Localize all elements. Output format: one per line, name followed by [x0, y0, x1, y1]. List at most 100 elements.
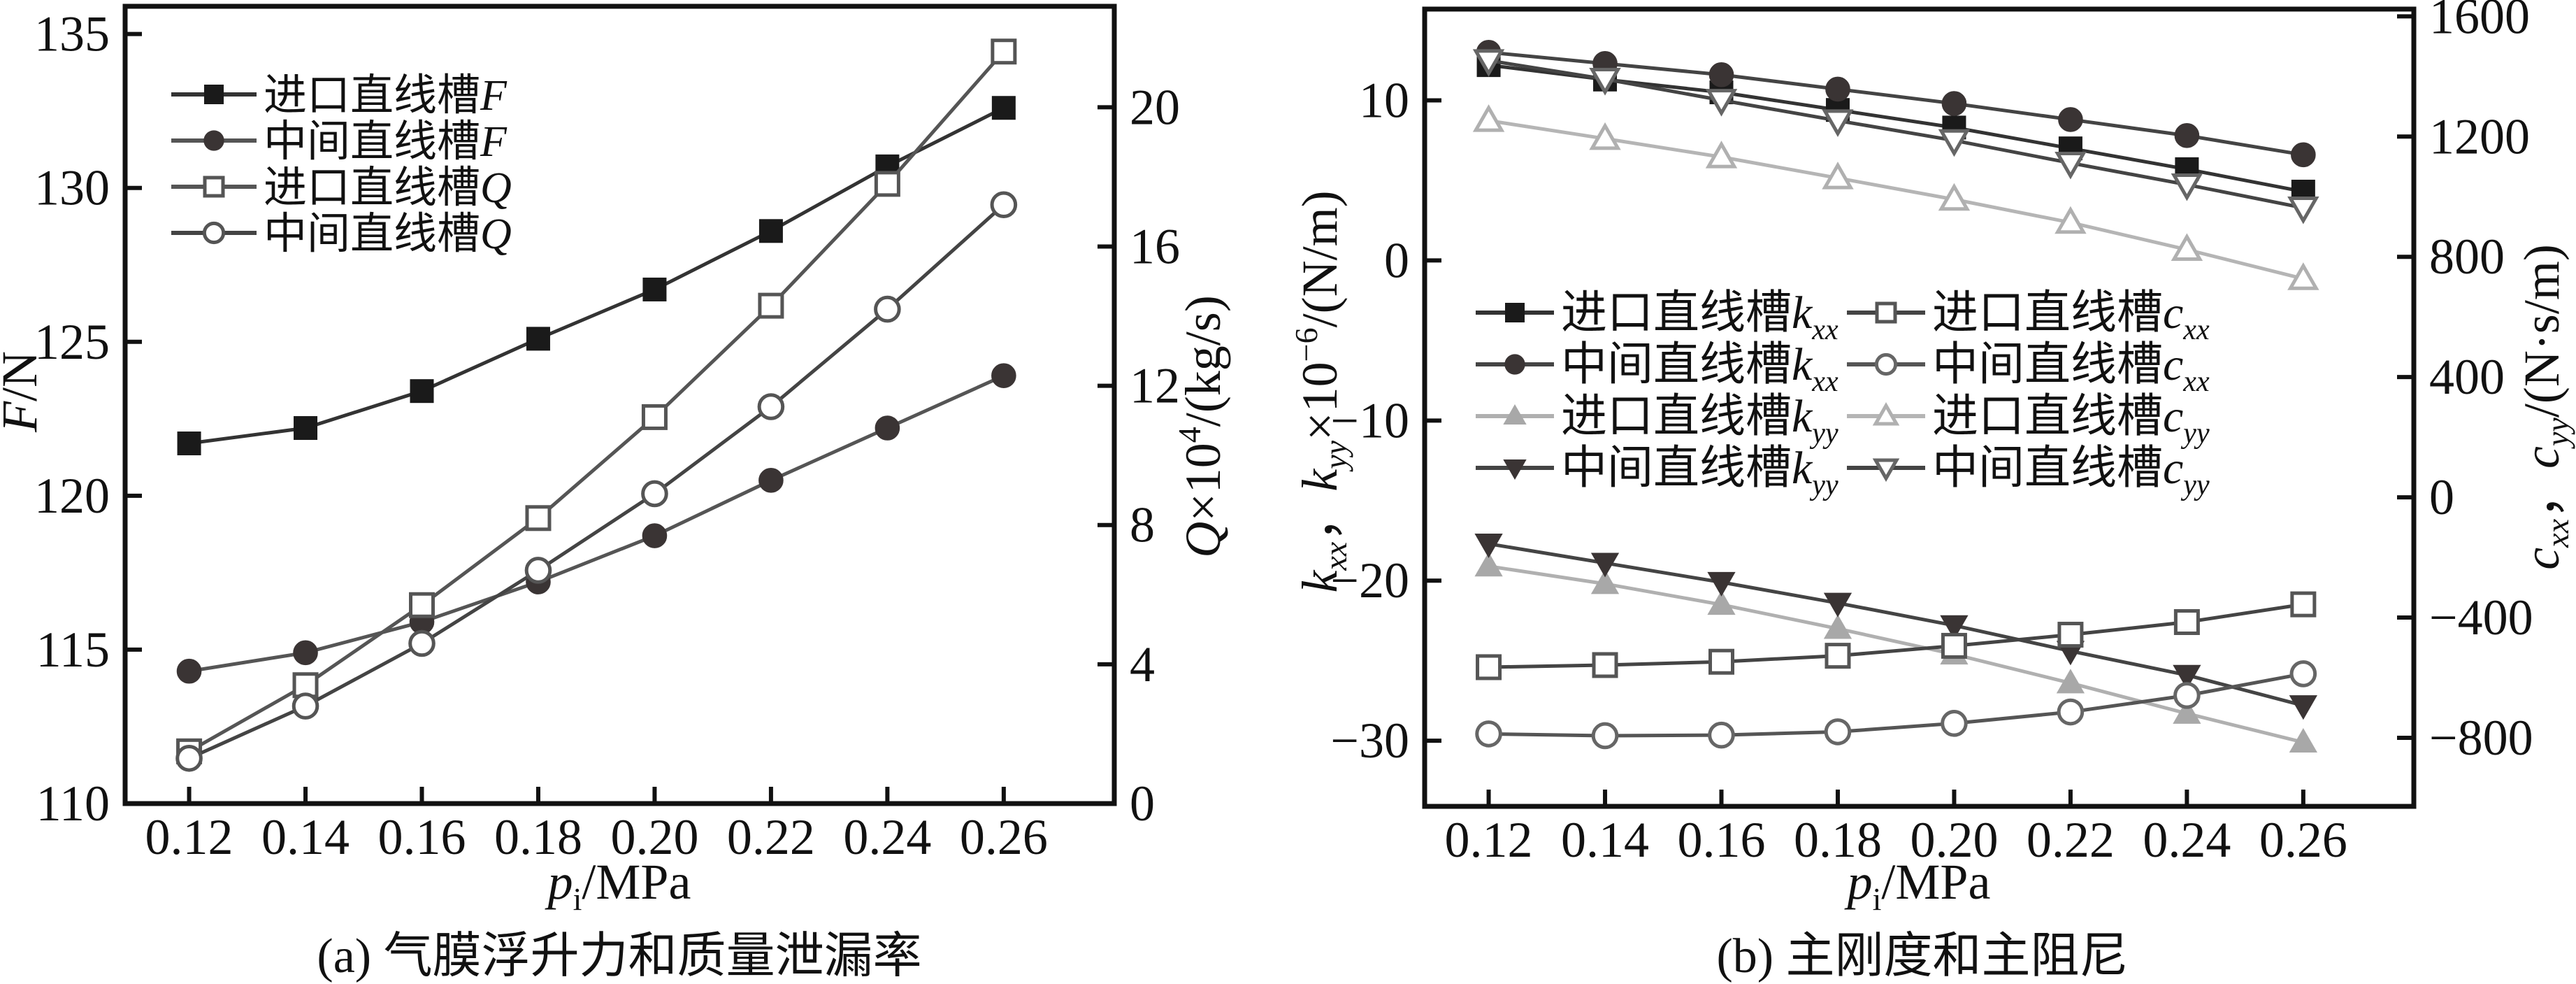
legend-marker — [1505, 303, 1525, 322]
data-point — [875, 415, 900, 441]
data-point — [2173, 682, 2201, 709]
x-axis-title-b: pi/MPa — [1844, 854, 1991, 917]
data-point — [2289, 728, 2317, 753]
data-point — [991, 96, 1016, 120]
x-tick-label: 0.16 — [378, 809, 466, 865]
series-group-a — [175, 38, 1018, 772]
data-point — [1472, 104, 1505, 132]
data-point — [1476, 654, 1502, 680]
data-point — [1707, 590, 1736, 615]
y-axis-title-right-a: Q×104/(kg/s) — [1172, 295, 1231, 558]
data-point — [1941, 632, 1967, 659]
series-line — [1488, 671, 2304, 738]
data-point — [1822, 162, 1854, 190]
data-point — [294, 416, 318, 441]
data-point — [293, 640, 318, 666]
data-point — [1708, 62, 1734, 87]
y-tick-left-label: 125 — [34, 314, 110, 370]
x-tick-label: 0.22 — [2027, 812, 2115, 868]
series-Q-3 — [175, 191, 1018, 772]
series-group-b — [1472, 40, 2319, 753]
y-tick-left-label: 110 — [36, 776, 110, 832]
data-point — [409, 592, 435, 618]
data-point — [2058, 107, 2083, 132]
x-tick-label: 0.12 — [1445, 812, 1533, 868]
data-point — [524, 557, 552, 584]
legend-marker — [203, 176, 225, 198]
data-point — [1592, 652, 1618, 678]
legend-label: 中间直线槽kxx — [1561, 339, 1839, 398]
y-tick-left-label: 10 — [1359, 72, 1409, 128]
x-tick-label: 0.24 — [843, 809, 931, 865]
x-tick-label: 0.20 — [610, 809, 698, 865]
data-point — [2287, 197, 2319, 224]
data-point — [2171, 233, 2203, 261]
data-point — [758, 292, 784, 319]
y-tick-left-label: 0 — [1384, 232, 1409, 288]
series-Q-2 — [176, 38, 1017, 764]
legend-item: 进口直线槽cyy — [1847, 391, 2210, 450]
y-tick-left-label: −10 — [1330, 392, 1409, 448]
legend-label: 进口直线槽kyy — [1561, 391, 1839, 450]
x-tick-label: 0.22 — [727, 809, 815, 865]
data-point — [2289, 695, 2317, 720]
y-tick-right-label: 1200 — [2429, 108, 2530, 164]
legend-marker — [1504, 354, 1525, 375]
data-point — [1824, 718, 1852, 746]
legend-label: 中间直线槽F — [264, 118, 508, 166]
data-point — [1475, 720, 1502, 748]
data-point — [1707, 571, 1736, 597]
x-tick-label: 0.24 — [2143, 812, 2231, 868]
series-line — [188, 203, 1005, 760]
data-point — [2057, 698, 2085, 726]
data-point — [292, 672, 319, 699]
legend-item: 中间直线槽kyy — [1476, 443, 1839, 501]
y-tick-left-label: 130 — [34, 160, 110, 216]
data-point — [758, 468, 784, 493]
y-tick-right-label: −800 — [2429, 710, 2533, 766]
data-point — [1590, 569, 1620, 594]
series-line — [189, 373, 1005, 673]
data-point — [1590, 552, 1620, 578]
data-point — [1941, 91, 1967, 116]
legend-item: 进口直线槽kyy — [1476, 391, 1839, 450]
legend-marker — [1874, 352, 1898, 376]
series-line — [1488, 542, 2304, 708]
y-axis-title-left-a: F/N — [0, 351, 48, 433]
y-tick-right-label: 400 — [2429, 349, 2505, 405]
series-kyy-3 — [1474, 533, 2317, 720]
series-line — [1488, 59, 2304, 210]
data-point — [525, 505, 552, 532]
data-point — [642, 277, 667, 301]
legend-marker — [204, 85, 224, 104]
y-tick-left-label: −30 — [1330, 713, 1409, 769]
legend-label: 进口直线槽Q — [264, 164, 512, 212]
data-point — [1941, 710, 1968, 737]
x-ticks-a: 0.12 0.14 0.16 0.18 0.20 0.22 0.24 0.26 — [145, 787, 1048, 865]
series-line — [1488, 50, 2304, 157]
data-point — [874, 171, 900, 197]
data-point — [1705, 141, 1738, 169]
series-line — [1488, 119, 2304, 281]
data-point — [1822, 109, 1854, 137]
y-tick-right-label: 20 — [1130, 79, 1180, 135]
data-point — [1474, 552, 1503, 577]
data-point — [2173, 699, 2201, 724]
y-ticks-right-a: 0 4 8 12 16 20 — [1098, 79, 1180, 832]
data-point — [2173, 664, 2201, 690]
x-tick-label: 0.20 — [1910, 812, 1998, 868]
data-point — [2291, 142, 2316, 168]
data-point — [2055, 206, 2087, 234]
data-point — [2057, 622, 2084, 648]
series-F-0 — [177, 96, 1016, 456]
data-point — [1940, 615, 1969, 640]
y-tick-left-label: −20 — [1330, 552, 1409, 608]
data-point — [2287, 262, 2319, 290]
y-tick-right-label: 1600 — [2429, 0, 2530, 44]
data-point — [1472, 49, 1505, 77]
legend-marker — [202, 221, 226, 245]
legend-label: 中间直线槽kyy — [1561, 443, 1839, 501]
legend-marker — [1503, 404, 1527, 425]
series-F-1 — [176, 363, 1016, 684]
